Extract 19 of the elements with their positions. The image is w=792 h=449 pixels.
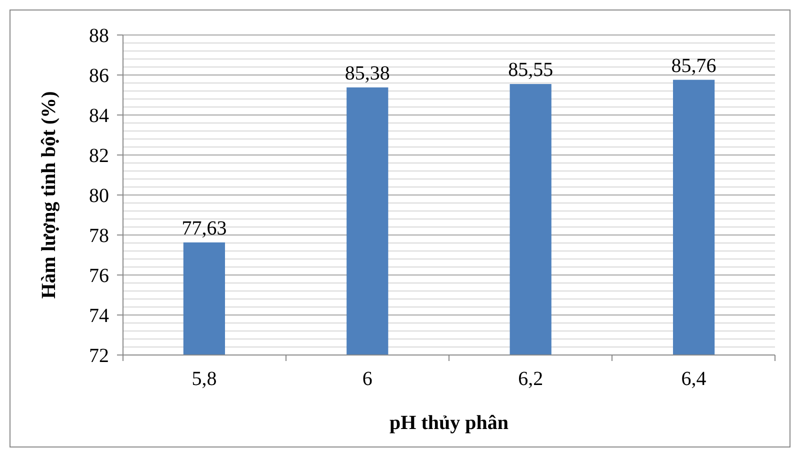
y-tick-label: 80: [89, 185, 109, 207]
x-tick-label: 6,4: [681, 368, 706, 390]
x-tick-label: 6: [362, 368, 372, 390]
x-tick-label: 5,8: [192, 368, 217, 390]
y-tick-label: 88: [89, 25, 109, 47]
x-axis-title: pH thủy phân: [390, 412, 508, 434]
y-tick-label: 76: [89, 265, 109, 287]
data-label: 85,38: [344, 62, 390, 84]
y-tick-label: 78: [89, 225, 109, 247]
y-tick-label: 74: [89, 305, 109, 327]
data-label: 85,76: [671, 54, 716, 77]
data-label: 85,55: [508, 59, 554, 81]
y-tick-label: 86: [89, 65, 109, 87]
data-label: 77,63: [182, 217, 227, 240]
y-tick-label: 72: [89, 345, 109, 367]
y-tick-label: 84: [89, 105, 109, 127]
x-tick-label: 6,2: [518, 368, 544, 390]
y-tick-label: 82: [89, 145, 109, 167]
y-axis-title: Hàm lượng tinh bột (%): [38, 91, 60, 299]
